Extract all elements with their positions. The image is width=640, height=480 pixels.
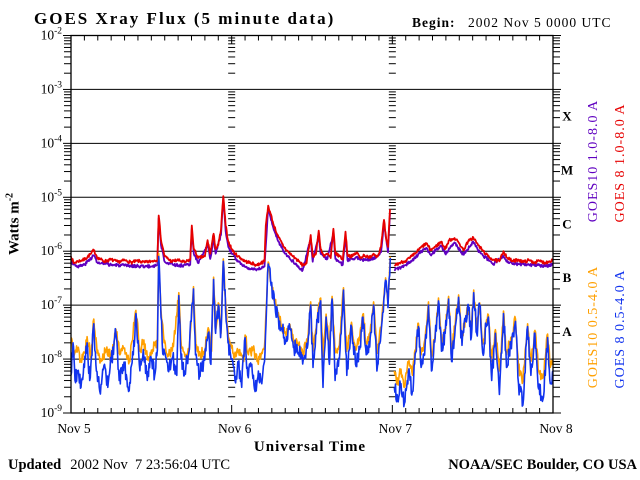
legend-goes8-short-label: GOES 8 0.5-4.0 A bbox=[613, 269, 628, 389]
flare-class-letter: X bbox=[562, 108, 572, 123]
y-axis-tick-label: 10-2 bbox=[41, 27, 63, 43]
updated-value: 2002 Nov 7 23:56:04 UTC bbox=[70, 457, 231, 473]
series-goes8_long-line bbox=[71, 195, 553, 267]
chart-title: GOES Xray Flux (5 minute data) bbox=[34, 9, 336, 28]
y-axis-tick-label: 10-5 bbox=[41, 188, 63, 204]
x-axis-tick-label: Nov 5 bbox=[57, 421, 91, 436]
legend-goes8-long-label: GOES 8 1.0-8.0 A bbox=[613, 103, 628, 223]
y-axis-title: Watts m-2 bbox=[5, 193, 24, 255]
x-axis-title: Universal Time bbox=[253, 439, 367, 455]
flare-class-letter: M bbox=[561, 162, 573, 177]
y-axis-tick-label: 10-8 bbox=[41, 350, 63, 366]
series-goes8_short-line bbox=[71, 255, 553, 408]
begin-value: 2002 Nov 5 0000 UTC bbox=[468, 15, 612, 30]
y-axis-tick-label: 10-4 bbox=[41, 134, 63, 150]
updated-block: Updated 2002 Nov 7 23:56:04 UTC bbox=[8, 457, 230, 474]
y-axis-tick-label: 10-6 bbox=[41, 242, 63, 258]
y-axis-tick-label: 10-7 bbox=[41, 296, 63, 312]
x-axis-tick-label: Nov 8 bbox=[539, 421, 573, 436]
x-axis-tick-label: Nov 6 bbox=[218, 421, 252, 436]
noaa-credit: NOAA/SEC Boulder, CO USA bbox=[448, 457, 637, 473]
flare-class-letter: C bbox=[562, 216, 571, 231]
legend-goes10-short-label: GOES10 0.5-4.0 A bbox=[586, 265, 601, 389]
legend-goes10-long-label: GOES10 1.0-8.0 A bbox=[586, 99, 601, 223]
y-axis-tick-label: 10-3 bbox=[41, 80, 63, 96]
y-axis-title-exponent: -2 bbox=[4, 192, 16, 202]
flare-class-letter: A bbox=[562, 324, 572, 339]
y-axis-tick-label: 10-9 bbox=[41, 404, 63, 420]
flare-class-letter: B bbox=[563, 270, 572, 285]
plot-frame bbox=[70, 34, 554, 414]
series-goes10_long-line bbox=[71, 197, 553, 272]
updated-label: Updated bbox=[8, 457, 62, 473]
begin-label: Begin: bbox=[412, 15, 456, 30]
y-axis-title-base: Watts m bbox=[6, 201, 23, 256]
x-axis-tick-label: Nov 7 bbox=[379, 421, 413, 436]
